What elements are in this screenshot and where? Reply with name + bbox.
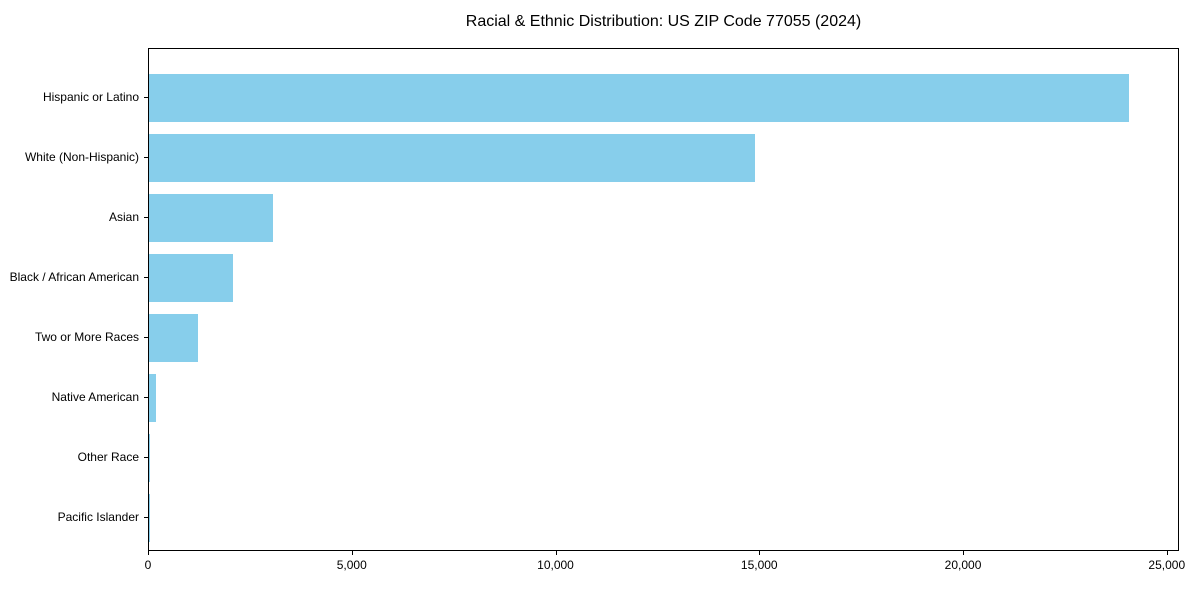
x-tick (555, 551, 557, 555)
x-tick (759, 551, 761, 555)
plot-area (148, 48, 1179, 551)
x-tick (963, 551, 965, 555)
x-tick-label: 25,000 (1148, 558, 1186, 572)
y-tick-label: Black / African American (9, 270, 139, 284)
bar-row (149, 68, 1178, 128)
x-tick-label: 15,000 (740, 558, 778, 572)
bar-row (149, 488, 1178, 548)
x-tick-label: 20,000 (944, 558, 982, 572)
bar-rows (149, 49, 1178, 548)
bar-row (149, 128, 1178, 188)
y-tick-label: Asian (108, 210, 139, 224)
y-tick (144, 517, 148, 518)
bar-two-or-more-races (149, 314, 198, 362)
x-tick (1166, 551, 1168, 555)
bar-row (149, 368, 1178, 428)
y-tick (144, 277, 148, 278)
y-tick-label: White (Non-Hispanic) (24, 150, 139, 164)
bar-native-american (149, 374, 156, 422)
y-tick (144, 457, 148, 458)
bar-row (149, 428, 1178, 488)
y-tick-label: Two or More Races (34, 330, 139, 344)
y-tick-label: Pacific Islander (57, 510, 139, 524)
bar-row (149, 248, 1178, 308)
y-tick (144, 217, 148, 218)
y-tick-label: Other Race (77, 450, 139, 464)
x-tick (351, 551, 353, 555)
y-tick-label: Native American (51, 390, 139, 404)
bar-hispanic-or-latino (149, 74, 1129, 122)
x-tick-label: 10,000 (537, 558, 574, 572)
x-tick-label: 5,000 (336, 558, 367, 572)
bar-row (149, 308, 1178, 368)
x-tick (148, 551, 149, 555)
y-tick (144, 337, 148, 338)
chart-title: Racial & Ethnic Distribution: US ZIP Cod… (465, 13, 862, 30)
y-tick (144, 157, 148, 158)
x-tick-label: 0 (144, 558, 152, 572)
y-tick-label: Hispanic or Latino (42, 90, 139, 104)
bar-other-race (149, 434, 151, 482)
y-tick (144, 97, 148, 98)
bar-row (149, 188, 1178, 248)
bar-black-african-american (149, 254, 233, 302)
y-tick (144, 397, 148, 398)
bar-asian (149, 194, 274, 242)
bar-white-non-hispanic (149, 134, 755, 182)
